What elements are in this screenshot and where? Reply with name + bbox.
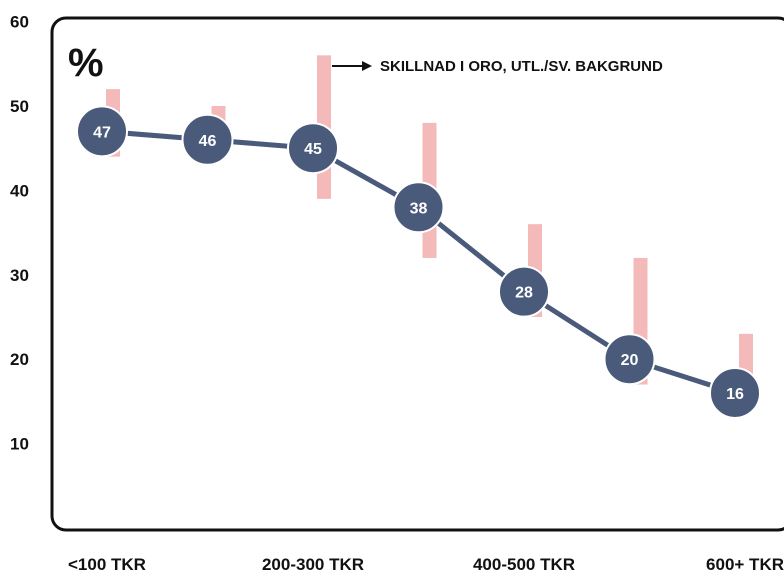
data-point (181, 113, 234, 166)
data-label: 38 (410, 200, 428, 217)
data-point (392, 181, 445, 234)
data-label: 45 (304, 141, 322, 158)
data-label: 16 (726, 386, 744, 403)
data-point (76, 105, 128, 158)
x-tick-label: 400-500 TKR (473, 555, 575, 573)
y-tick-label: 40 (10, 181, 29, 200)
data-label: 20 (621, 352, 639, 369)
x-tick-label: 600+ TKR (706, 555, 784, 573)
legend-text: SKILLNAD I ORO, UTL./SV. BAKGRUND (380, 58, 663, 75)
x-axis-ticks: <100 TKR 200-300 TKR 400-500 TKR 600+ TKR (68, 555, 784, 573)
legend: SKILLNAD I ORO, UTL./SV. BAKGRUND (332, 58, 663, 75)
legend-arrow-head (362, 61, 372, 71)
data-label: 47 (93, 124, 111, 141)
data-point (603, 333, 656, 386)
data-label: 28 (515, 285, 533, 302)
y-tick-label: 10 (10, 435, 29, 454)
unit-label: % (68, 41, 104, 85)
y-axis-ticks: 10 20 30 40 50 60 (10, 13, 29, 454)
data-point (498, 265, 550, 318)
data-point (287, 122, 339, 175)
y-tick-label: 30 (10, 266, 29, 285)
y-tick-label: 50 (10, 97, 29, 116)
data-markers: 47 46 45 38 28 20 16 (76, 105, 761, 419)
data-point (709, 366, 761, 419)
y-tick-label: 20 (10, 350, 29, 369)
x-tick-label: <100 TKR (68, 555, 146, 573)
data-label: 46 (199, 133, 217, 150)
plot-frame (50, 16, 784, 532)
x-tick-label: 200-300 TKR (262, 555, 364, 573)
y-tick-label: 60 (10, 13, 29, 32)
